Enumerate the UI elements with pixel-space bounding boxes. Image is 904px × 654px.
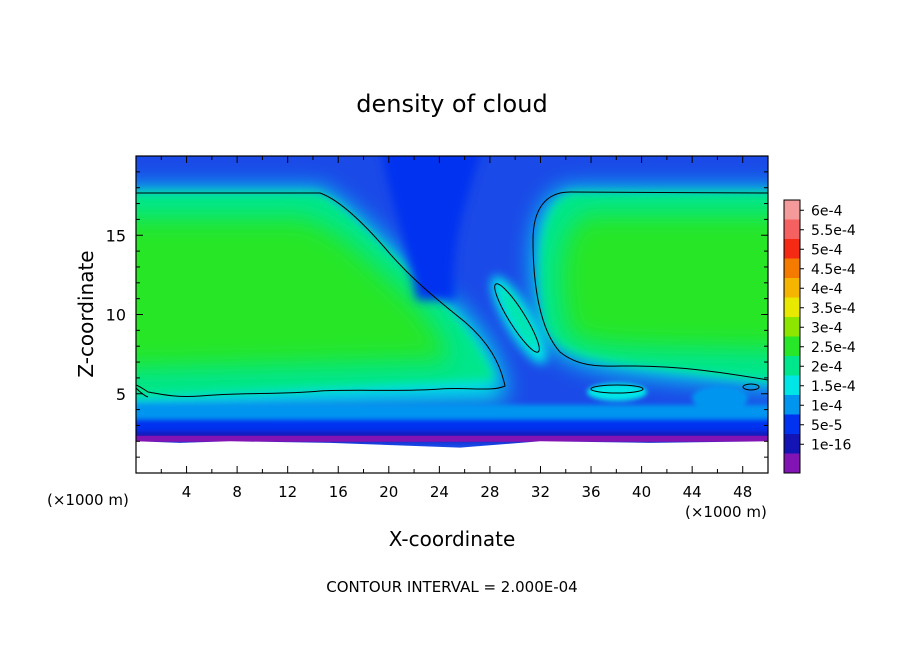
colorbar-swatch [784, 356, 800, 376]
y-tick-label: 5 [116, 385, 126, 404]
y-tick-label: 15 [106, 226, 126, 245]
contour-lines [136, 191, 768, 398]
colorbar-swatch [784, 395, 800, 415]
x-tick-label: 48 [733, 483, 752, 501]
colorbar-swatch [784, 239, 800, 259]
colorbar-label: 6e-4 [811, 203, 843, 219]
colorbar-swatch [784, 278, 800, 298]
empty-region [136, 441, 768, 473]
colorbar-swatch [784, 258, 800, 279]
x-tick-label: 32 [531, 483, 550, 501]
colorbar-label: 5.5e-4 [811, 223, 856, 239]
colorbar-swatch [784, 414, 800, 435]
cloud-base-fringe [136, 435, 768, 442]
contour-left-cloud [136, 192, 506, 397]
colorbar-label: 2.5e-4 [811, 340, 856, 356]
contour-streak [494, 283, 540, 353]
colorbar-label: 5e-4 [811, 242, 843, 258]
x-tick-label: 40 [632, 483, 651, 501]
cloud-gap [382, 156, 547, 364]
contour-tiny-blob [742, 383, 760, 391]
colorbar-label: 5e-5 [811, 418, 842, 434]
x-tick-label: 16 [329, 483, 348, 501]
colorbar-swatch [784, 453, 800, 474]
x-tick-label: 8 [232, 483, 242, 501]
colorbar-label: 3.5e-4 [811, 301, 856, 317]
contour-small-blob [590, 384, 644, 394]
colorbar-label: 1e-4 [811, 398, 843, 414]
colorbar-swatch [784, 317, 800, 337]
x-tick-label: 20 [379, 483, 398, 501]
x-tick-label: 12 [278, 483, 297, 501]
colorbar-swatch [784, 375, 800, 396]
colorbar-label: 2e-4 [811, 359, 843, 375]
y-axis: 5 10 15 [106, 171, 768, 458]
colorbar-swatch [784, 200, 800, 220]
density-field [136, 156, 768, 473]
x-tick-label: 36 [581, 483, 600, 501]
y-axis-label: Z-coordinate [74, 250, 98, 377]
colorbar-swatch [784, 297, 800, 318]
y-tick-label: 10 [106, 306, 126, 325]
colorbar-label: 1e-16 [811, 437, 851, 453]
x-tick-label: 44 [683, 483, 702, 501]
colorbar-label: 4.5e-4 [811, 262, 856, 278]
chart-title: density of cloud [356, 90, 547, 118]
x-unit-left: (×1000 m) [47, 491, 129, 509]
colorbar-swatch [784, 434, 800, 454]
colorbar-label: 1.5e-4 [811, 379, 856, 395]
colorbar-label: 3e-4 [811, 320, 843, 336]
colorbar-swatch [784, 336, 800, 357]
contour-interval-note: CONTOUR INTERVAL = 2.000E-04 [326, 578, 577, 596]
x-axis-label: X-coordinate [389, 527, 516, 551]
contour-right-cloud [532, 191, 768, 381]
colorbar-frame [783, 199, 801, 474]
x-tick-label: 24 [430, 483, 449, 501]
cloud-core [136, 215, 768, 368]
x-tick-label: 28 [480, 483, 499, 501]
x-unit-right: (×1000 m) [685, 503, 767, 521]
colorbar: 6e-4 5.5e-4 5e-4 4.5e-4 4e-4 3.5e-4 3e-4 2.5e-4… [783, 199, 856, 474]
colorbar-label: 4e-4 [811, 281, 843, 297]
x-tick-label: 4 [182, 483, 192, 501]
x-axis: 4 8 12 16 20 24 28 32 36 40 44 48 [160, 156, 752, 501]
colorbar-swatch [784, 219, 800, 240]
